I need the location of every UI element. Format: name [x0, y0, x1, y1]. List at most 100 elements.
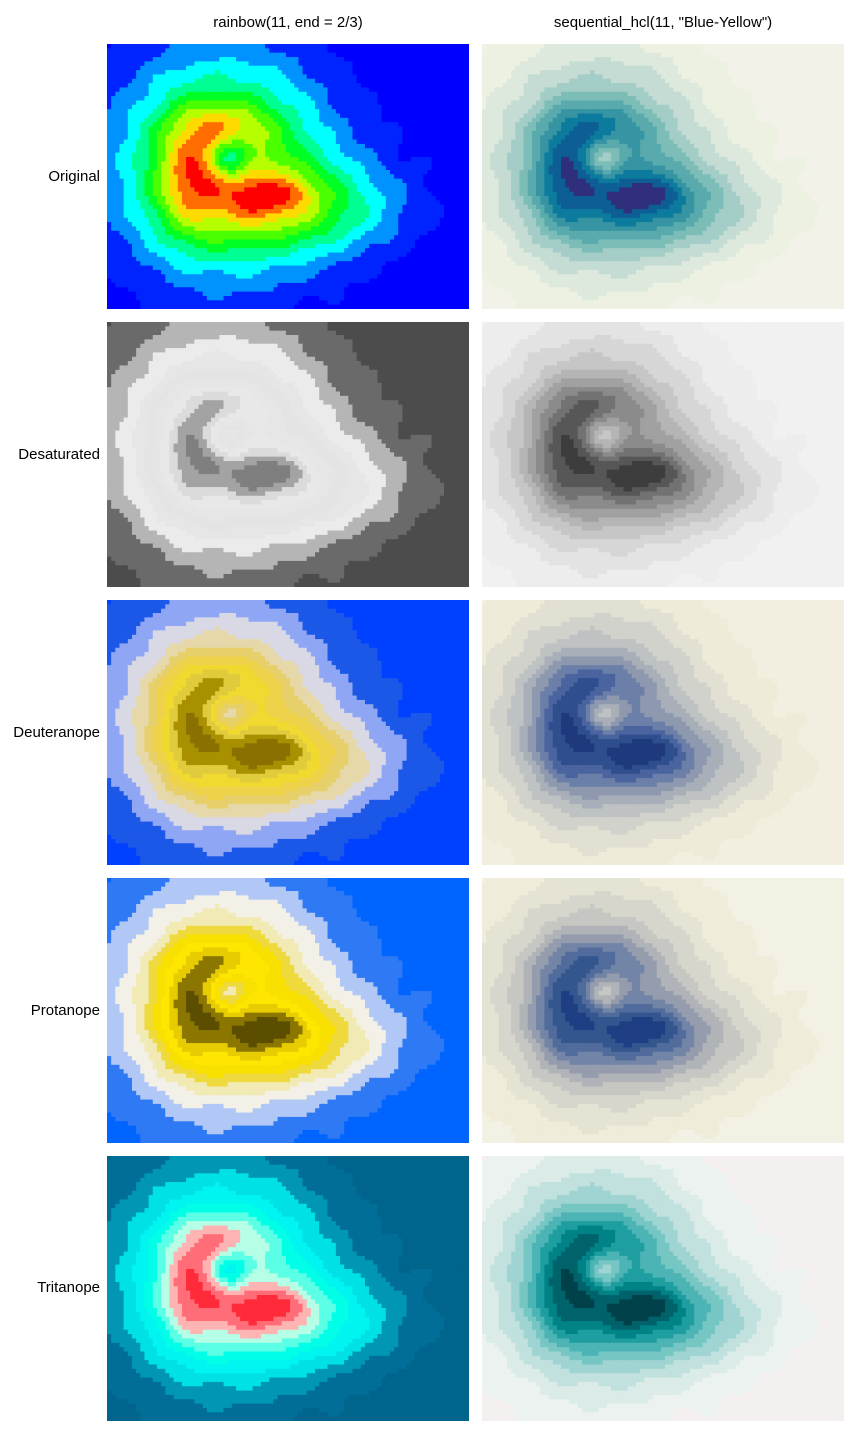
heatmap-cell — [219, 204, 225, 210]
heatmap-cell — [127, 104, 133, 110]
heatmap-cell — [460, 156, 466, 162]
heatmap-cell — [398, 287, 404, 293]
heatmap-cell — [331, 256, 337, 262]
heatmap-cell — [148, 274, 154, 280]
heatmap-cell — [452, 65, 458, 71]
heatmap-cell — [369, 161, 374, 167]
heatmap-cell — [240, 248, 245, 254]
heatmap-cell — [444, 152, 449, 158]
heatmap-cell — [202, 148, 208, 154]
heatmap-cell — [394, 161, 399, 167]
heatmap-cell — [460, 44, 466, 49]
heatmap-cell — [265, 91, 270, 97]
heatmap-cell — [352, 117, 358, 123]
heatmap-cell — [240, 78, 245, 84]
heatmap-cell — [294, 209, 299, 215]
heatmap-cell — [344, 209, 349, 215]
heatmap-cell — [206, 83, 212, 89]
heatmap-cell — [410, 161, 416, 167]
heatmap-cell — [206, 109, 212, 115]
heatmap-cell — [165, 187, 171, 193]
heatmap-cell — [136, 278, 141, 284]
heatmap-cell — [306, 183, 312, 188]
heatmap-cell — [352, 200, 358, 206]
heatmap-cell — [136, 222, 141, 228]
heatmap-cell — [423, 135, 428, 141]
heatmap-cell — [115, 252, 121, 258]
heatmap-cell — [377, 256, 383, 262]
heatmap-cell — [252, 174, 258, 180]
heatmap-cell — [248, 278, 254, 284]
heatmap-cell — [344, 139, 349, 145]
heatmap-cell — [423, 104, 428, 110]
heatmap-cell — [131, 178, 137, 184]
heatmap-cell — [352, 91, 358, 97]
heatmap-cell — [269, 83, 275, 89]
heatmap-cell — [319, 104, 324, 110]
heatmap-cell — [194, 282, 200, 288]
heatmap-cell — [140, 83, 146, 89]
heatmap-cell — [448, 213, 453, 219]
heatmap-cell — [302, 96, 308, 102]
heatmap-cell — [111, 61, 116, 67]
heatmap-cell — [202, 174, 208, 180]
heatmap-cell — [252, 239, 258, 245]
heatmap-cell — [448, 204, 453, 210]
heatmap-cell — [269, 274, 275, 280]
heatmap-cell — [252, 87, 258, 93]
heatmap-cell — [456, 287, 462, 293]
heatmap-cell — [294, 269, 299, 275]
heatmap-cell — [152, 274, 158, 280]
heatmap-cell — [369, 191, 374, 197]
heatmap-cell — [240, 204, 245, 210]
heatmap-cell — [394, 96, 399, 102]
heatmap-cell — [173, 109, 179, 115]
heatmap-cell — [456, 235, 462, 241]
heatmap-cell — [439, 96, 445, 102]
heatmap-cell — [464, 117, 469, 123]
heatmap-cell — [111, 261, 116, 267]
heatmap-cell — [165, 126, 171, 132]
heatmap-cell — [377, 130, 383, 136]
heatmap-cell — [340, 70, 345, 76]
heatmap-cell — [444, 156, 449, 162]
heatmap-cell — [414, 226, 420, 232]
heatmap-cell — [402, 226, 408, 232]
heatmap-cell — [265, 248, 270, 254]
heatmap-cell — [298, 61, 304, 67]
heatmap-cell — [444, 213, 449, 219]
heatmap-cell — [456, 256, 462, 262]
heatmap-cell — [406, 91, 412, 97]
heatmap-cell — [194, 235, 200, 241]
heatmap-cell — [148, 87, 154, 93]
heatmap-cell — [186, 200, 191, 206]
heatmap-cell — [156, 235, 162, 241]
heatmap-cell — [456, 187, 462, 193]
heatmap-cell — [123, 52, 129, 58]
heatmap-cell — [389, 178, 395, 184]
heatmap-cell — [148, 165, 154, 171]
heatmap-cell — [373, 117, 379, 123]
heatmap-cell — [398, 165, 404, 171]
heatmap-cell — [423, 187, 428, 193]
heatmap-cell — [161, 74, 166, 80]
heatmap-cell — [435, 83, 441, 89]
heatmap-cell — [414, 213, 420, 219]
heatmap-cell — [123, 269, 129, 275]
heatmap-cell — [315, 83, 320, 89]
heatmap-cell — [219, 52, 225, 58]
heatmap-cell — [123, 139, 129, 145]
heatmap-cell — [244, 252, 250, 258]
heatmap-cell — [427, 248, 433, 254]
heatmap-cell — [410, 104, 416, 110]
heatmap-cell — [131, 48, 137, 54]
heatmap-cell — [373, 57, 379, 62]
heatmap-cell — [319, 230, 324, 236]
heatmap-cell — [398, 44, 404, 49]
heatmap-cell — [419, 217, 424, 223]
heatmap-cell — [231, 52, 237, 58]
heatmap-cell — [227, 130, 233, 136]
heatmap-cell — [231, 230, 237, 236]
heatmap-cell — [406, 65, 412, 71]
heatmap-cell — [248, 83, 254, 89]
